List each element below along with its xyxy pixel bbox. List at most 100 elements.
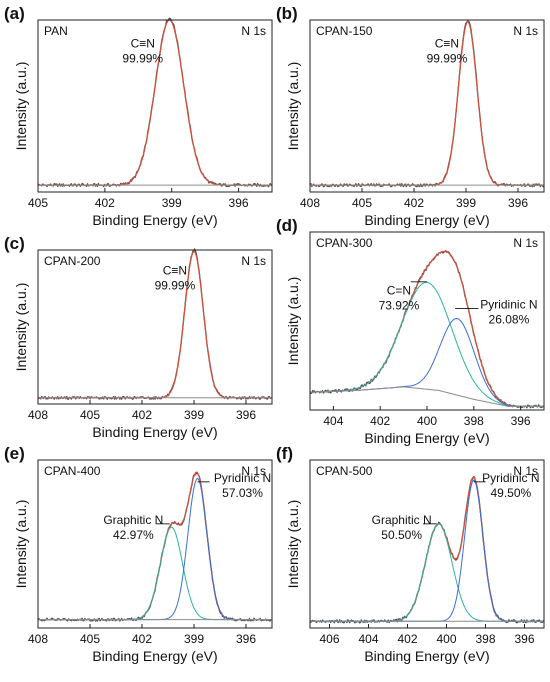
sample-label: CPAN-300 xyxy=(316,236,373,250)
x-axis-title: Binding Energy (eV) xyxy=(92,212,217,228)
region-label: N 1s xyxy=(513,464,538,478)
series-component-2 xyxy=(38,526,272,621)
series-fit-1 xyxy=(310,250,544,407)
x-tick-label: 405 xyxy=(28,196,48,210)
y-axis-title: Intensity (a.u.) xyxy=(285,62,301,151)
series-fit-1 xyxy=(310,21,544,186)
sample-label: CPAN-150 xyxy=(316,24,373,38)
x-tick-label: 402 xyxy=(132,632,152,646)
peak-annotation: 99.99% xyxy=(122,52,163,66)
panel-letter: (a) xyxy=(4,4,25,23)
peak-annotation: 73.92% xyxy=(379,298,420,312)
x-tick-label: 399 xyxy=(456,196,476,210)
panel-a: (a) PAN N 1s 405 402 399 396 Binding Energy (eV… xyxy=(4,4,273,228)
panel-letter: (f) xyxy=(276,444,293,463)
plot-frame xyxy=(309,459,545,629)
x-tick-label: 396 xyxy=(236,632,256,646)
peak-annotation: Graphitic N xyxy=(103,513,163,527)
x-axis-title: Binding Energy (eV) xyxy=(364,212,489,228)
series-raw-0 xyxy=(309,250,545,409)
x-tick-label: 396 xyxy=(229,196,249,210)
x-tick-label: 402 xyxy=(132,408,152,422)
peak-annotation: 49.50% xyxy=(490,486,531,500)
x-tick-label: 398 xyxy=(464,414,484,428)
panel-f: (f) CPAN-500 N 1s 406 404 402 400 398 396 Binding… xyxy=(276,444,545,664)
series-component-2 xyxy=(310,281,544,407)
x-tick-label: 399 xyxy=(184,632,204,646)
x-tick-label: 399 xyxy=(184,408,204,422)
x-tick-label: 400 xyxy=(436,632,456,646)
x-tick-label: 398 xyxy=(475,632,495,646)
series-raw-0 xyxy=(309,20,545,188)
x-tick-label: 399 xyxy=(162,196,182,210)
peak-annotation: C≡N xyxy=(435,37,459,51)
x-axis-title: Binding Energy (eV) xyxy=(364,648,489,664)
y-axis-title: Intensity (a.u.) xyxy=(285,500,301,589)
sample-label: CPAN-200 xyxy=(44,254,101,268)
panel-letter: (e) xyxy=(4,444,25,463)
x-tick-label: 404 xyxy=(358,632,378,646)
x-tick-label: 396 xyxy=(511,414,531,428)
panel-letter: (c) xyxy=(4,234,25,253)
sample-label: CPAN-400 xyxy=(44,464,101,478)
y-axis-title: Intensity (a.u.) xyxy=(13,500,29,589)
x-tick-label: 405 xyxy=(80,408,100,422)
series-background-4 xyxy=(310,386,544,407)
peak-annotation: C≡N xyxy=(163,264,187,278)
x-tick-label: 402 xyxy=(397,632,417,646)
x-tick-label: 396 xyxy=(236,408,256,422)
peak-annotation: 99.99% xyxy=(155,279,196,293)
panel-letter: (d) xyxy=(276,216,298,235)
plot-frame xyxy=(37,249,273,405)
panel-d: (d) CPAN-300 N 1s 404 402 400 398 396 Binding En… xyxy=(276,216,545,446)
peak-annotation: C=N xyxy=(387,283,411,297)
x-tick-label: 406 xyxy=(319,632,339,646)
series-fit-1 xyxy=(38,19,272,186)
sample-label: PAN xyxy=(44,24,68,38)
region-label: N 1s xyxy=(241,464,266,478)
peak-annotation: Pyridinic N xyxy=(214,471,271,485)
y-axis-title: Intensity (a.u.) xyxy=(13,62,29,151)
peak-annotation: Pyridinic N xyxy=(480,298,537,312)
peak-annotation: 50.50% xyxy=(381,528,422,542)
x-tick-label: 404 xyxy=(323,414,343,428)
x-tick-label: 408 xyxy=(300,196,320,210)
series-raw-0 xyxy=(37,17,273,188)
x-tick-label: 402 xyxy=(95,196,115,210)
y-axis-title: Intensity (a.u.) xyxy=(285,277,301,366)
series-component-3 xyxy=(310,479,544,622)
region-label: N 1s xyxy=(513,236,538,250)
panel-letter: (b) xyxy=(276,4,298,23)
x-axis-title: Binding Energy (eV) xyxy=(364,430,489,446)
peak-annotation: C≡N xyxy=(131,37,155,51)
panel-c: (c) CPAN-200 N 1s 408 405 402 399 396 Binding En… xyxy=(4,234,273,440)
plot-frame xyxy=(37,19,273,193)
series-fit-1 xyxy=(38,251,272,399)
x-tick-label: 400 xyxy=(417,414,437,428)
series-component-3 xyxy=(310,318,544,407)
x-tick-label: 396 xyxy=(508,196,528,210)
x-tick-label: 402 xyxy=(370,414,390,428)
peak-annotation: 57.03% xyxy=(222,486,263,500)
x-axis-title: Binding Energy (eV) xyxy=(92,648,217,664)
x-tick-label: 405 xyxy=(352,196,372,210)
x-tick-label: 408 xyxy=(28,408,48,422)
y-axis-title: Intensity (a.u.) xyxy=(13,283,29,372)
x-tick-label: 405 xyxy=(80,632,100,646)
x-tick-label: 408 xyxy=(28,632,48,646)
peak-annotation: 42.97% xyxy=(113,528,154,542)
plot-frame xyxy=(37,459,273,629)
peak-annotation: Graphitic N xyxy=(372,513,432,527)
peak-annotation: Pyridinic N xyxy=(482,471,539,485)
x-tick-label: 396 xyxy=(514,632,534,646)
series-raw-0 xyxy=(37,248,273,400)
series-component-2 xyxy=(310,523,544,622)
panel-e: (e) CPAN-400 N 1s 408 405 402 399 396 Binding En… xyxy=(4,444,273,664)
plot-frame xyxy=(309,19,545,193)
x-tick-label: 402 xyxy=(404,196,424,210)
panel-b: (b) CPAN-150 N 1s 408 405 402 399 396 Binding En… xyxy=(276,4,545,228)
sample-label: CPAN-500 xyxy=(316,464,373,478)
region-label: N 1s xyxy=(513,24,538,38)
peak-annotation: 26.08% xyxy=(489,313,530,327)
